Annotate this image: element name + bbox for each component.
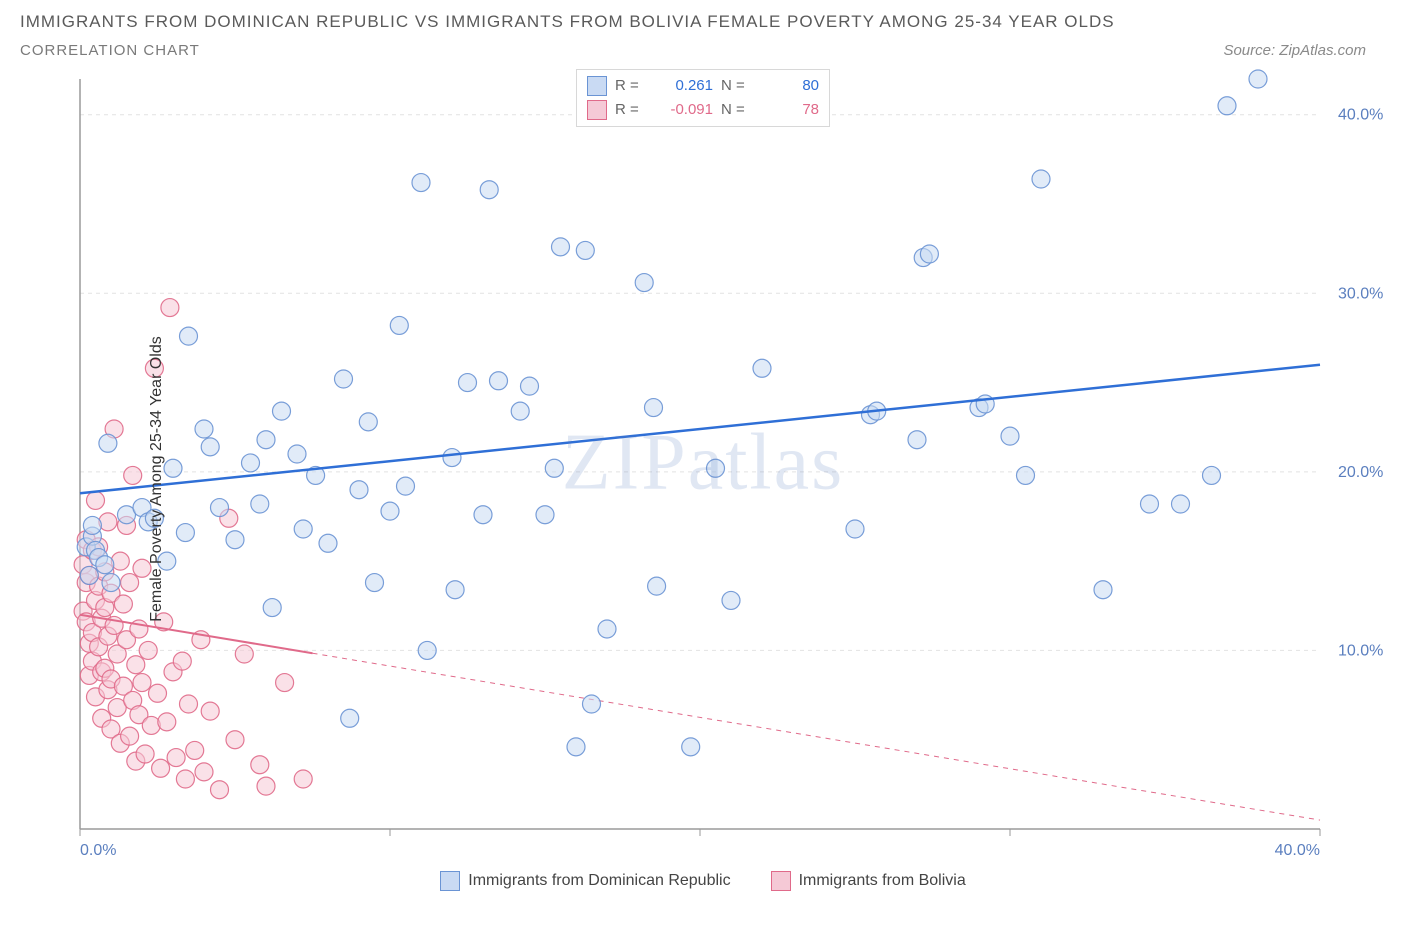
series-legend: Immigrants from Dominican Republic Immig…: [20, 871, 1386, 891]
n-label: N =: [721, 74, 751, 98]
y-axis-label: Female Poverty Among 25-34 Year Olds: [148, 336, 166, 622]
n-value-dominican: 80: [759, 74, 819, 98]
legend-item-bolivia: Immigrants from Bolivia: [771, 871, 966, 891]
n-value-bolivia: 78: [759, 98, 819, 122]
chart-header: IMMIGRANTS FROM DOMINICAN REPUBLIC VS IM…: [0, 0, 1406, 59]
swatch-bolivia: [587, 100, 607, 120]
swatch-dominican: [587, 76, 607, 96]
legend-item-dominican: Immigrants from Dominican Republic: [440, 871, 730, 891]
svg-text:0.0%: 0.0%: [80, 842, 116, 859]
swatch-dominican: [440, 871, 460, 891]
svg-text:30.0%: 30.0%: [1338, 285, 1383, 302]
legend-label-bolivia: Immigrants from Bolivia: [799, 872, 966, 890]
legend-row-bolivia: R = -0.091 N = 78: [587, 98, 819, 122]
svg-text:20.0%: 20.0%: [1338, 464, 1383, 481]
r-label: R =: [615, 98, 645, 122]
swatch-bolivia: [771, 871, 791, 891]
chart-title: IMMIGRANTS FROM DOMINICAN REPUBLIC VS IM…: [20, 12, 1386, 32]
r-value-dominican: 0.261: [653, 74, 713, 98]
svg-text:40.0%: 40.0%: [1275, 842, 1320, 859]
source-label: Source: ZipAtlas.com: [1223, 42, 1386, 59]
legend-label-dominican: Immigrants from Dominican Republic: [468, 872, 730, 890]
r-label: R =: [615, 74, 645, 98]
svg-text:40.0%: 40.0%: [1338, 107, 1383, 124]
chart-area: Female Poverty Among 25-34 Year Olds ZIP…: [20, 69, 1386, 889]
correlation-legend: R = 0.261 N = 80 R = -0.091 N = 78: [576, 69, 830, 127]
scatter-chart: 10.0% 20.0% 30.0% 40.0% 0.0% 40.0%: [20, 69, 1386, 889]
chart-subtitle: CORRELATION CHART: [20, 42, 200, 59]
n-label: N =: [721, 98, 751, 122]
r-value-bolivia: -0.091: [653, 98, 713, 122]
subtitle-row: CORRELATION CHART Source: ZipAtlas.com: [20, 42, 1386, 59]
svg-text:10.0%: 10.0%: [1338, 642, 1383, 659]
legend-row-dominican: R = 0.261 N = 80: [587, 74, 819, 98]
